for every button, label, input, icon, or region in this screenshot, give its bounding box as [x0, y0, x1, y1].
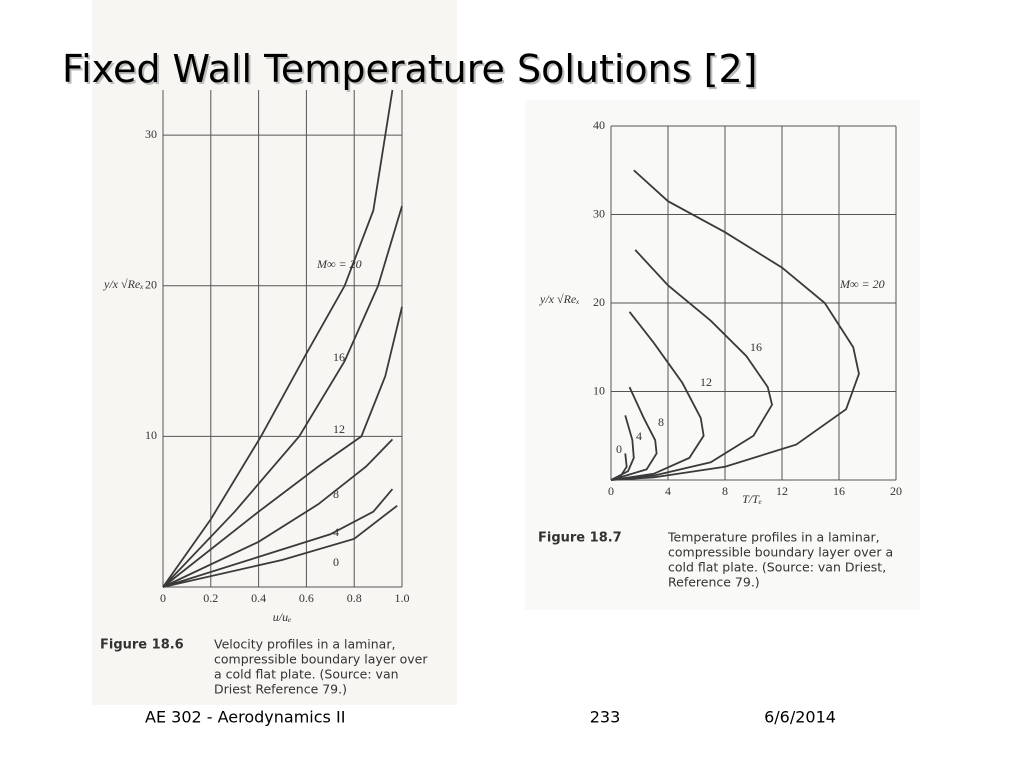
x-axis-label: T/Tₑ [742, 492, 762, 506]
y-axis-label: y/x √Reₓ [539, 292, 580, 306]
curve-label: 8 [333, 487, 339, 501]
y-tick-label: 30 [145, 127, 157, 141]
curve [162, 438, 394, 588]
x-tick-label: 0.6 [299, 591, 314, 605]
curve-label: M∞ = 20 [316, 257, 362, 271]
y-tick-label: 10 [593, 383, 605, 397]
x-tick-label: 20 [890, 484, 902, 498]
x-tick-label: 0.8 [347, 591, 362, 605]
y-tick-label: 20 [593, 295, 605, 309]
curve-label: 0 [333, 555, 339, 569]
caption-line: compressible boundary layer over a [668, 545, 893, 560]
curve [610, 169, 860, 481]
caption-line: cold flat plate. (Source: van Driest, [668, 560, 886, 575]
caption-label: Figure 18.7 [538, 531, 622, 546]
curve [162, 488, 394, 588]
x-tick-label: 12 [776, 484, 788, 498]
slide-title: Fixed Wall Temperature Solutions [2] [62, 47, 757, 91]
curve [162, 306, 403, 588]
curve [162, 89, 394, 588]
footer-left: AE 302 - Aerodynamics II [145, 708, 345, 727]
x-tick-label: 0 [160, 591, 166, 605]
caption-line: a cold flat plate. (Source: van [214, 667, 399, 682]
caption-line: Velocity profiles in a laminar, [214, 637, 395, 652]
footer-center: 233 [590, 708, 621, 727]
x-tick-label: 16 [833, 484, 845, 498]
title-shadow: Fixed Wall Temperature Solutions [2] [64, 49, 759, 93]
y-tick-label: 40 [593, 118, 605, 132]
x-tick-label: 1.0 [395, 591, 410, 605]
curve [610, 311, 705, 481]
y-tick-label: 30 [593, 206, 605, 220]
caption-line: Temperature profiles in a laminar, [667, 530, 880, 545]
x-axis-label: u/uₑ [273, 610, 291, 624]
curve-label: 8 [658, 415, 664, 429]
curve-label: 4 [636, 429, 642, 443]
x-tick-label: 0.4 [251, 591, 266, 605]
caption-line: compressible boundary layer over [214, 652, 428, 667]
caption-label: Figure 18.6 [100, 638, 184, 653]
curve [610, 453, 628, 481]
curve [162, 205, 403, 588]
curve-label: 16 [333, 350, 345, 364]
x-tick-label: 4 [665, 484, 671, 498]
curve-label: 12 [700, 375, 712, 389]
x-tick-label: 0 [608, 484, 614, 498]
y-tick-label: 20 [145, 278, 157, 292]
curve-label: M∞ = 20 [839, 277, 885, 291]
curve-label: 4 [333, 525, 339, 539]
y-tick-label: 10 [145, 428, 157, 442]
curve-label: 16 [750, 340, 762, 354]
curve [610, 249, 773, 481]
curve-label: 12 [333, 422, 345, 436]
footer-right: 6/6/2014 [764, 708, 836, 727]
caption-line: Driest Reference 79.) [214, 682, 347, 697]
curve [610, 386, 658, 481]
x-tick-label: 0.2 [203, 591, 218, 605]
y-axis-label: y/x √Reₓ [103, 277, 144, 291]
curve-label: 0 [616, 442, 622, 456]
caption-line: Reference 79.) [668, 575, 760, 590]
curve [162, 504, 398, 588]
x-tick-label: 8 [722, 484, 728, 498]
